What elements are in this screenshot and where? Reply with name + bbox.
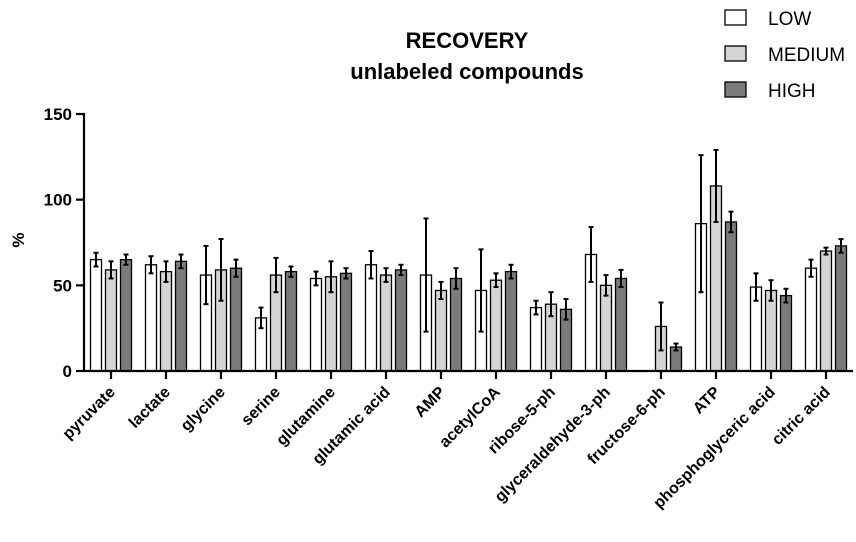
bar-low-5 — [364, 264, 378, 372]
legend-label-medium: MEDIUM — [768, 45, 845, 66]
y-tick-label-150: 150 — [44, 105, 72, 124]
bar-high-11 — [724, 221, 738, 372]
bar-medium-0 — [104, 269, 118, 372]
bar-high-0 — [119, 258, 133, 372]
bar-low-4 — [309, 277, 323, 372]
bar-medium-1 — [159, 270, 173, 372]
x-tick-label-1: lactate — [126, 384, 174, 432]
bar-low-8 — [529, 306, 543, 372]
y-tick-label-100: 100 — [44, 191, 72, 210]
bar-high-9 — [614, 277, 628, 372]
x-tick-label-3: serine — [238, 384, 283, 429]
x-tick-label-13: citric acid — [769, 384, 834, 449]
bar-high-3 — [284, 270, 298, 372]
legend-swatch-low — [724, 9, 747, 26]
bar-medium-12 — [764, 289, 778, 372]
bar-medium-13 — [819, 250, 833, 372]
legend-label-low: LOW — [768, 9, 811, 30]
bar-medium-5 — [379, 274, 393, 372]
bar-low-13 — [804, 267, 818, 372]
bar-medium-6 — [434, 289, 448, 372]
bar-high-13 — [834, 245, 848, 372]
x-tick-label-0: pyruvate — [60, 384, 119, 443]
bar-low-0 — [89, 258, 103, 372]
bar-low-1 — [144, 264, 158, 372]
bar-high-12 — [779, 294, 793, 372]
bar-high-7 — [504, 270, 518, 372]
bar-medium-7 — [489, 279, 503, 372]
bar-high-2 — [229, 267, 243, 372]
bar-high-4 — [339, 272, 353, 372]
x-tick-label-6: AMP — [412, 384, 449, 421]
bar-medium-9 — [599, 284, 613, 372]
bar-high-5 — [394, 269, 408, 372]
legend-swatch-high — [724, 81, 747, 98]
legend-swatch-medium — [724, 45, 747, 62]
x-tick-label-11: ATP — [690, 384, 724, 418]
chart-title: RECOVERY — [406, 28, 529, 53]
legend: LOW MEDIUM HIGH — [724, 9, 845, 102]
y-tick-label-0: 0 — [63, 362, 72, 381]
y-tick-label-50: 50 — [53, 276, 72, 295]
x-tick-label-2: glycine — [178, 384, 229, 435]
legend-label-high: HIGH — [768, 81, 816, 102]
y-axis-label: % — [9, 232, 28, 247]
bar-high-1 — [174, 260, 188, 372]
chart-subtitle: unlabeled compounds — [350, 59, 583, 84]
bar-high-6 — [449, 277, 463, 372]
